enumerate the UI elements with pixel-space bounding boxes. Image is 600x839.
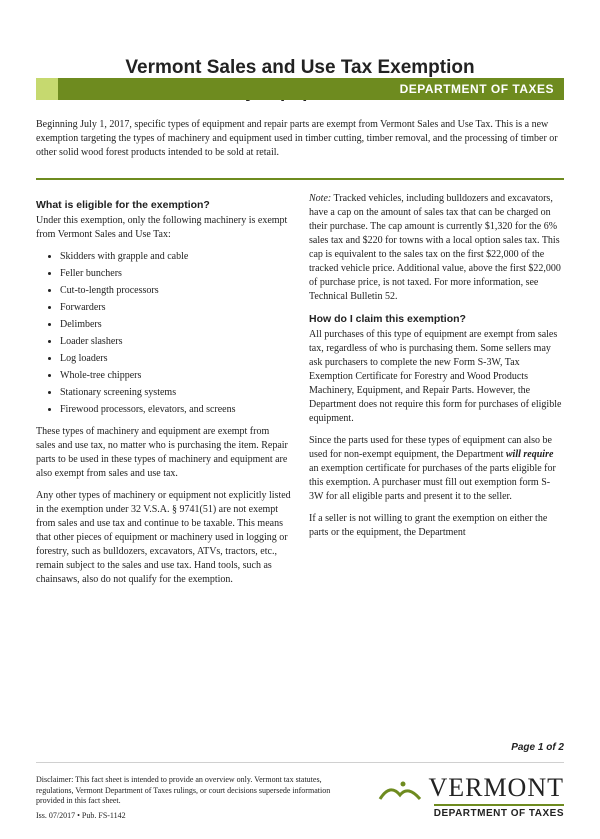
left-column: What is eligible for the exemption? Unde… (36, 192, 291, 596)
list-item: Log loaders (60, 352, 291, 366)
equipment-list: Skidders with grapple and cable Feller b… (36, 250, 291, 417)
claim-paragraph-1: All purchases of this type of equipment … (309, 328, 564, 426)
claim-paragraph-2: Since the parts used for these types of … (309, 434, 564, 504)
header-accent (36, 78, 58, 100)
not-listed-paragraph: Any other types of machinery or equipmen… (36, 489, 291, 587)
logo-department: DEPARTMENT OF TAXES (434, 804, 564, 819)
section-divider (36, 178, 564, 180)
right-column: Note: Tracked vehicles, including bulldo… (309, 192, 564, 596)
list-item: Stationary screening systems (60, 386, 291, 400)
claim-2b: an exemption certificate for purchases o… (309, 463, 556, 502)
disclaimer-text: Disclaimer: This fact sheet is intended … (36, 775, 336, 806)
header-department: DEPARTMENT OF TAXES (400, 82, 554, 96)
list-item: Loader slashers (60, 335, 291, 349)
after-list-paragraph: These types of machinery and equipment a… (36, 425, 291, 481)
intro-paragraph: Beginning July 1, 2017, specific types o… (36, 118, 564, 160)
footer: Disclaimer: This fact sheet is intended … (36, 773, 564, 821)
list-item: Delimbers (60, 318, 291, 332)
footer-left: Disclaimer: This fact sheet is intended … (36, 775, 336, 821)
issue-line: Iss. 07/2017 • Pub. FS-1142 (36, 811, 336, 821)
note-body: Tracked vehicles, including bulldozers a… (309, 193, 561, 302)
page-number: Page 1 of 2 (511, 742, 564, 753)
vermont-logo: VERMONT (378, 773, 564, 803)
logo-block: VERMONT DEPARTMENT OF TAXES (378, 773, 564, 821)
list-item: Feller bunchers (60, 267, 291, 281)
eligible-intro: Under this exemption, only the following… (36, 214, 291, 242)
list-item: Firewood processors, elevators, and scre… (60, 403, 291, 417)
list-item: Skidders with grapple and cable (60, 250, 291, 264)
note-label: Note: (309, 193, 331, 204)
heading-eligible: What is eligible for the exemption? (36, 198, 291, 213)
header-bar: DEPARTMENT OF TAXES (36, 78, 564, 100)
footer-divider (36, 762, 564, 763)
list-item: Cut-to-length processors (60, 284, 291, 298)
list-item: Whole-tree chippers (60, 369, 291, 383)
claim-emphasis: will require (506, 449, 554, 460)
list-item: Forwarders (60, 301, 291, 315)
logo-text: VERMONT (428, 773, 564, 803)
claim-paragraph-3: If a seller is not willing to grant the … (309, 512, 564, 540)
two-column-layout: What is eligible for the exemption? Unde… (36, 192, 564, 596)
title-line-1: Vermont Sales and Use Tax Exemption (125, 57, 474, 78)
heading-claim: How do I claim this exemption? (309, 312, 564, 327)
note-paragraph: Note: Tracked vehicles, including bulldo… (309, 192, 564, 304)
